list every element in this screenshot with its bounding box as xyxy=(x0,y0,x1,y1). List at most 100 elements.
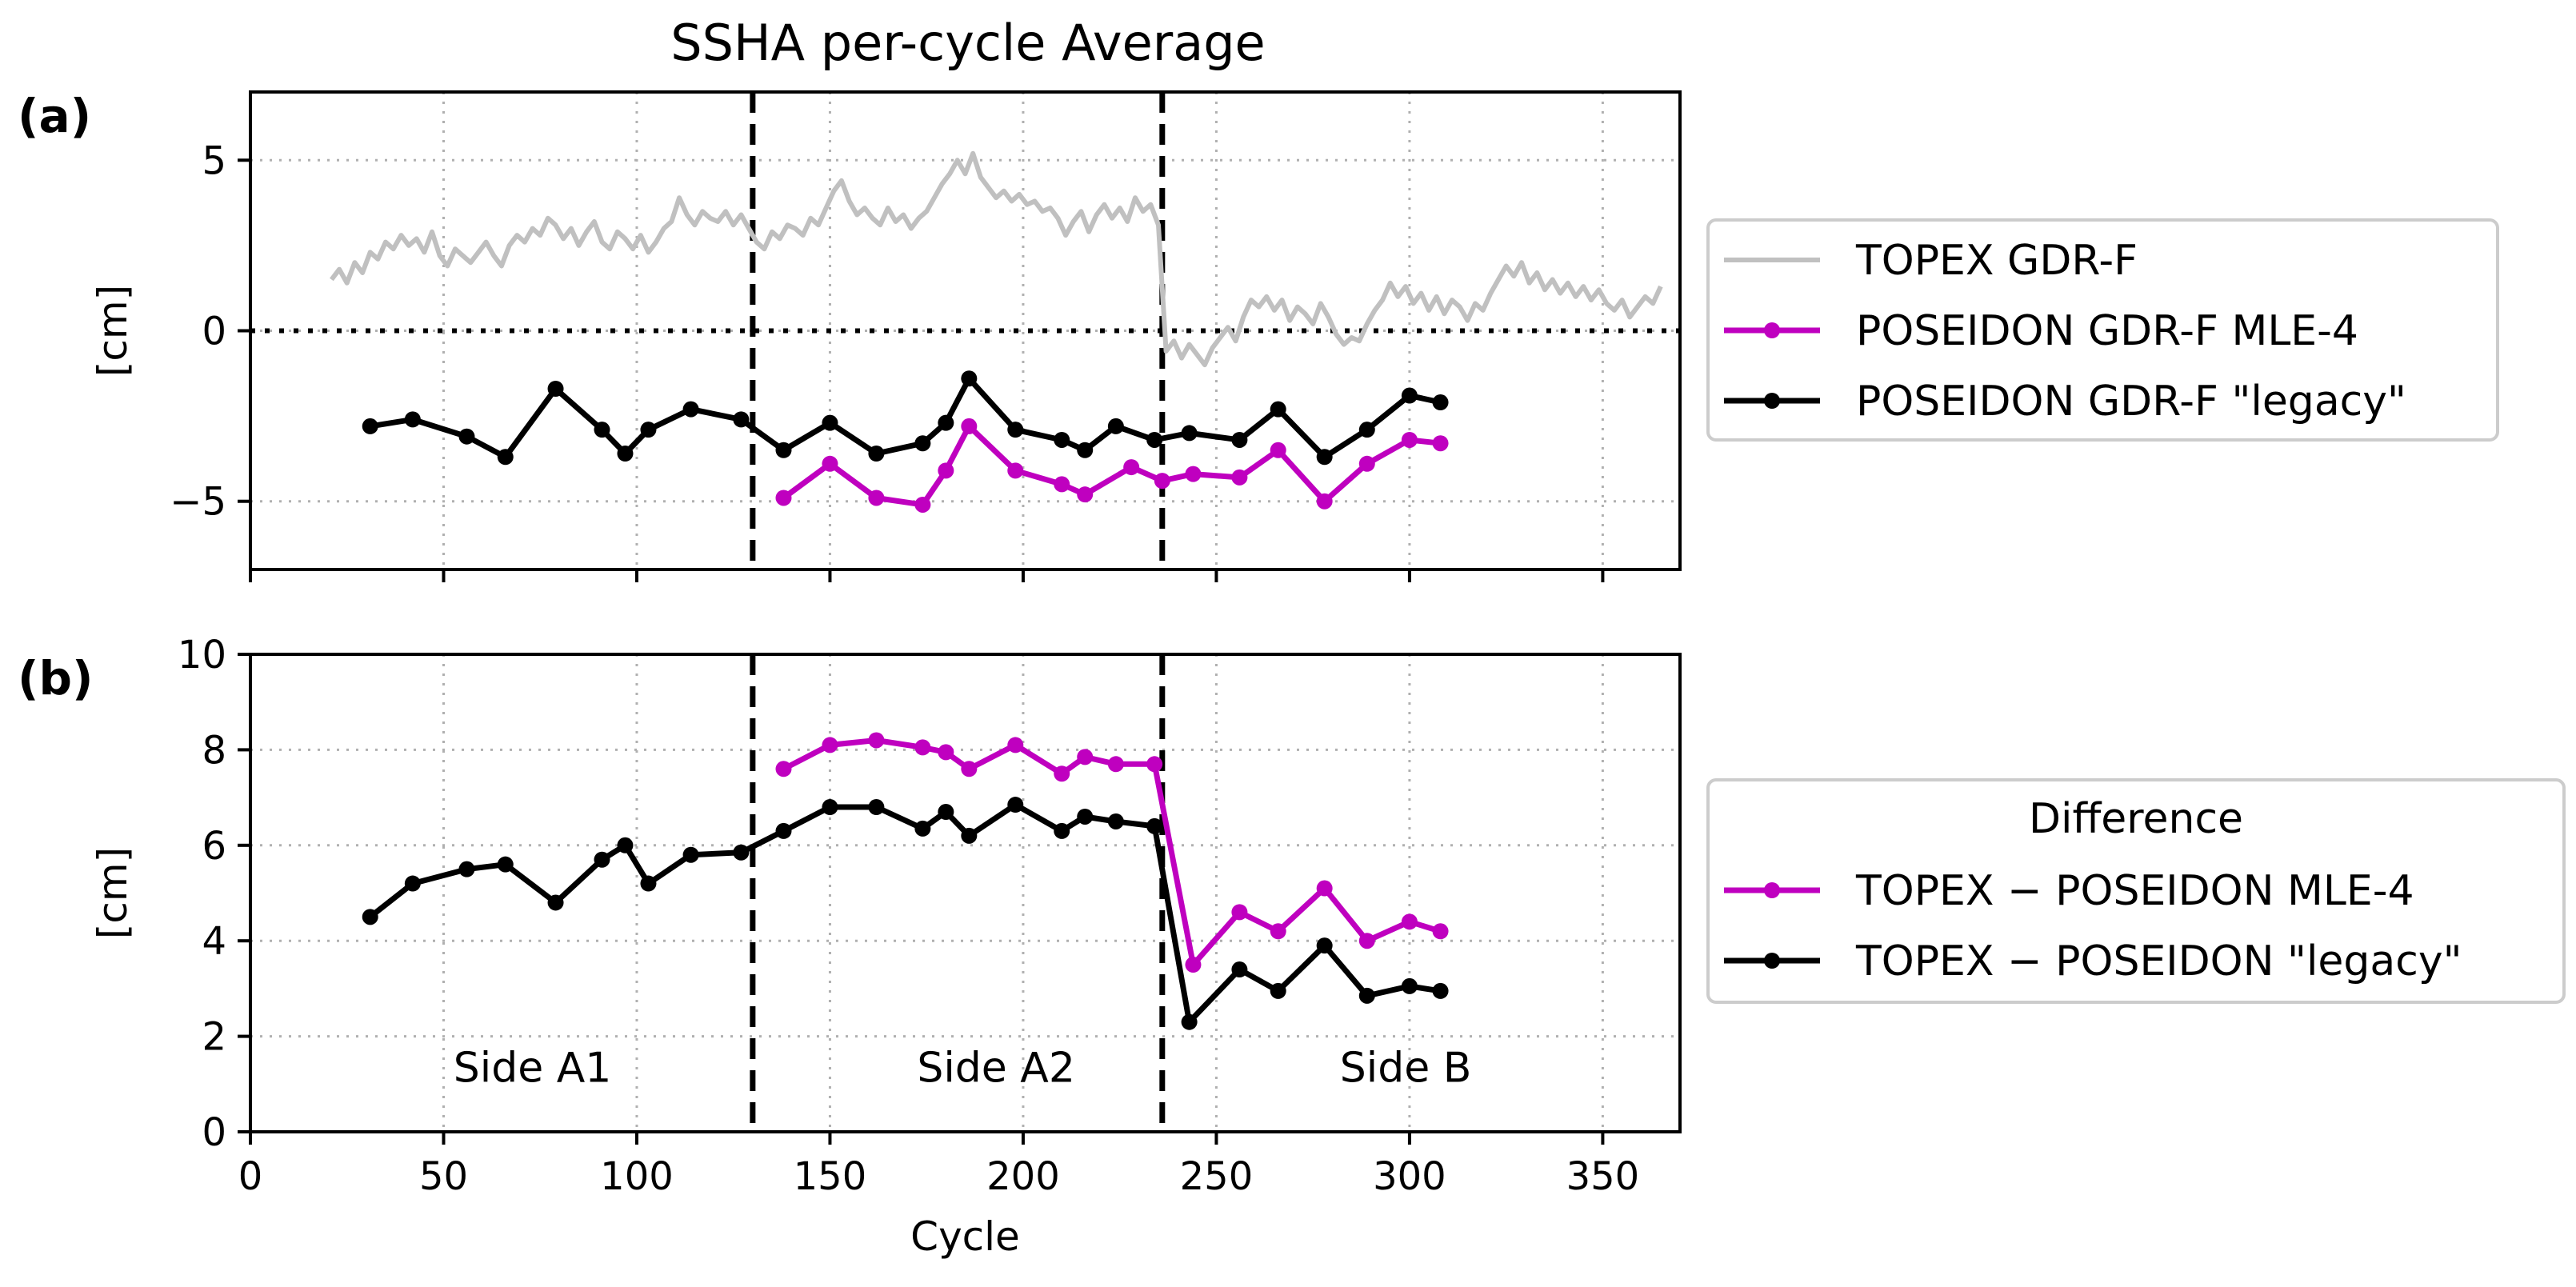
data-point xyxy=(1123,459,1140,476)
data-point xyxy=(775,822,792,839)
data-point xyxy=(961,418,978,434)
panel-label: (b) xyxy=(18,651,94,705)
data-point xyxy=(1358,933,1375,949)
data-point xyxy=(914,820,931,837)
data-point xyxy=(1270,442,1286,458)
x-tick-label: 300 xyxy=(1373,1154,1446,1199)
data-point xyxy=(1432,435,1449,452)
legend-frame xyxy=(1706,778,2566,1004)
data-point xyxy=(914,739,931,756)
y-tick-label: 2 xyxy=(202,1015,226,1060)
y-tick-label: 5 xyxy=(202,138,226,183)
legend-entry: POSEIDON GDR-F "legacy" xyxy=(1724,378,2406,426)
data-point xyxy=(1401,977,1418,994)
panel-b: 0 50 100 150 200 250 300 350 0 2 4 6 8 10 [cm] Cycle (b)… xyxy=(18,633,1682,1260)
data-point xyxy=(1146,817,1163,834)
data-point xyxy=(362,909,378,925)
data-point xyxy=(594,422,610,438)
series-topex-gdr-f xyxy=(330,150,1663,368)
y-tick-label: 10 xyxy=(178,633,226,677)
data-point xyxy=(1007,737,1024,753)
data-point xyxy=(961,761,978,777)
data-point xyxy=(404,875,421,892)
data-point xyxy=(1401,387,1418,404)
x-axis-label: Cycle xyxy=(910,1213,1020,1260)
data-point xyxy=(1154,473,1170,490)
data-point xyxy=(775,490,792,506)
data-point xyxy=(938,414,954,431)
data-point xyxy=(458,428,475,445)
data-point xyxy=(1054,822,1070,839)
data-point xyxy=(822,737,838,753)
data-point xyxy=(1146,431,1163,448)
data-point xyxy=(1077,486,1094,503)
data-point xyxy=(497,449,514,466)
side-annotation: Side A2 xyxy=(917,1044,1075,1092)
data-point xyxy=(362,418,378,434)
data-point xyxy=(1185,466,1202,482)
data-point xyxy=(1146,756,1163,773)
data-point xyxy=(775,442,792,458)
series-topex-poseidon-mle-4 xyxy=(775,732,1449,973)
data-point xyxy=(1358,422,1375,438)
data-point xyxy=(1007,422,1024,438)
legend-title: Difference xyxy=(2029,795,2243,843)
legend-label: TOPEX − POSEIDON MLE-4 xyxy=(1855,867,2414,915)
panel-a: −5 0 5 [cm] (a) xyxy=(18,89,1682,582)
data-point xyxy=(458,861,475,877)
data-point xyxy=(1077,749,1094,765)
legend-panel-a: TOPEX GDR-F POSEIDON GDR-F MLE-4 POSEIDON … xyxy=(1706,218,2499,442)
data-point xyxy=(1231,469,1248,486)
y-tick-label: 8 xyxy=(202,728,226,773)
data-point xyxy=(1358,455,1375,472)
data-point xyxy=(733,844,750,861)
data-point xyxy=(1107,418,1124,434)
data-point xyxy=(1107,813,1124,829)
data-point xyxy=(822,799,838,816)
data-point xyxy=(404,411,421,428)
data-point xyxy=(1181,425,1198,442)
data-point xyxy=(1054,765,1070,782)
x-tick-label: 250 xyxy=(1180,1154,1254,1199)
data-point xyxy=(640,875,657,892)
legend-frame xyxy=(1706,218,2499,442)
legend-entry: POSEIDON GDR-F MLE-4 xyxy=(1724,307,2358,355)
data-point xyxy=(1270,923,1286,940)
data-point xyxy=(868,799,885,816)
series-line xyxy=(368,801,1442,1025)
legend-swatch-marker xyxy=(1764,322,1780,338)
series-line xyxy=(782,737,1442,968)
data-point xyxy=(1107,756,1124,773)
legend-swatch-marker xyxy=(1764,882,1780,898)
plot-frame xyxy=(249,653,1682,1133)
data-point xyxy=(547,380,564,397)
data-point xyxy=(1401,913,1418,930)
data-point xyxy=(868,490,885,506)
data-point xyxy=(1316,937,1333,954)
side-annotation: Side A1 xyxy=(454,1044,612,1092)
side-annotation: Side B xyxy=(1340,1044,1472,1092)
y-tick-label: 0 xyxy=(202,310,226,354)
chart-title: SSHA per-cycle Average xyxy=(670,14,1265,72)
series-poseidon-gdr-f-mle-4 xyxy=(775,418,1449,513)
data-point xyxy=(1185,957,1202,973)
data-point xyxy=(617,446,634,462)
data-point xyxy=(775,761,792,777)
series-poseidon-gdr-f-legacy xyxy=(362,370,1449,466)
data-point xyxy=(822,455,838,472)
data-point xyxy=(1432,923,1449,940)
y-tick-label: 0 xyxy=(202,1110,226,1155)
x-tick-label: 150 xyxy=(794,1154,867,1199)
x-tick-label: 350 xyxy=(1566,1154,1640,1199)
data-point xyxy=(868,446,885,462)
data-point xyxy=(682,846,699,863)
data-point xyxy=(733,411,750,428)
data-point xyxy=(1231,961,1248,978)
series-line xyxy=(370,375,1442,460)
legend-label: TOPEX GDR-F xyxy=(1855,237,2138,285)
series-topex-poseidon-legacy xyxy=(362,797,1449,1030)
data-point xyxy=(938,804,954,821)
data-point xyxy=(938,744,954,761)
y-tick-label: 4 xyxy=(202,919,226,964)
